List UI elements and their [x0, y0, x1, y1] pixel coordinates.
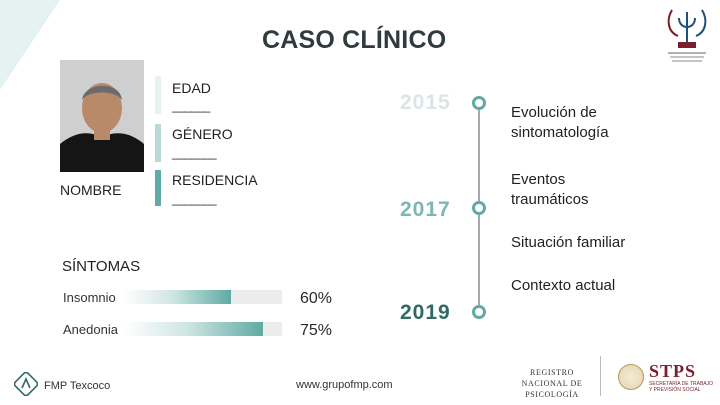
symptom-percent-anedonia: 75% [300, 322, 333, 339]
field-marker-residence [155, 170, 161, 206]
org-name: FMP Texcoco [44, 380, 111, 392]
page-title: CASO CLÍNICO [262, 26, 447, 54]
age-blank: ______ [172, 98, 210, 113]
patient-photo [60, 60, 144, 172]
field-marker-gender [155, 124, 161, 162]
corner-decoration [0, 0, 60, 90]
registro-logo: REGISTRO NACIONAL DE PSICOLOGÍA [521, 368, 583, 399]
symptom-bar-fill [124, 322, 264, 336]
symptom-percent-insomnio: 60% [300, 290, 333, 307]
timeline-dot [472, 201, 486, 215]
timeline-item-eventos: Eventos traumáticos [511, 171, 589, 208]
timeline-dot [472, 96, 486, 110]
psychology-logo [658, 6, 716, 66]
name-label: NOMBRE [60, 182, 122, 198]
timeline-item-contexto: Contexto actual [511, 277, 616, 294]
timeline-item-evolucion: Evolución de sintomatología [511, 104, 609, 141]
timeline-year-2019: 2019 [400, 301, 451, 324]
gender-blank: _______ [172, 145, 217, 160]
stps-seal-icon [618, 364, 644, 390]
fmp-logo-icon [13, 371, 39, 397]
footer-divider [600, 356, 601, 396]
website-link[interactable]: www.grupofmp.com [296, 379, 393, 391]
timeline-item-situacion: Situación familiar [511, 234, 626, 251]
residence-blank: _______ [172, 191, 217, 206]
symptom-label-anedonia: Anedonia [63, 322, 118, 337]
stps-subtitle: SECRETARÍA DE TRABAJO Y PREVISIÓN SOCIAL [649, 381, 713, 393]
timeline-year-2015: 2015 [400, 91, 451, 114]
symptom-bar-anedonia [124, 322, 282, 336]
field-marker-age [155, 76, 161, 114]
timeline-dot [472, 305, 486, 319]
symptom-label-insomnio: Insomnio [63, 290, 116, 305]
age-label: EDAD [172, 80, 211, 96]
gender-label: GÉNERO [172, 126, 233, 142]
symptom-bar-fill [124, 290, 232, 304]
symptom-bar-insomnio [124, 290, 282, 304]
stps-logo: STPS [649, 361, 697, 381]
timeline-year-2017: 2017 [400, 198, 451, 221]
symptoms-heading: SÍNTOMAS [62, 258, 141, 275]
residence-label: RESIDENCIA [172, 172, 258, 188]
